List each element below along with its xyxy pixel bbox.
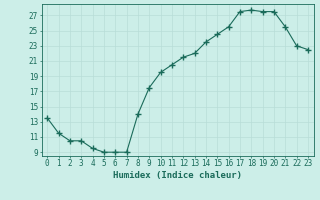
X-axis label: Humidex (Indice chaleur): Humidex (Indice chaleur) [113,171,242,180]
